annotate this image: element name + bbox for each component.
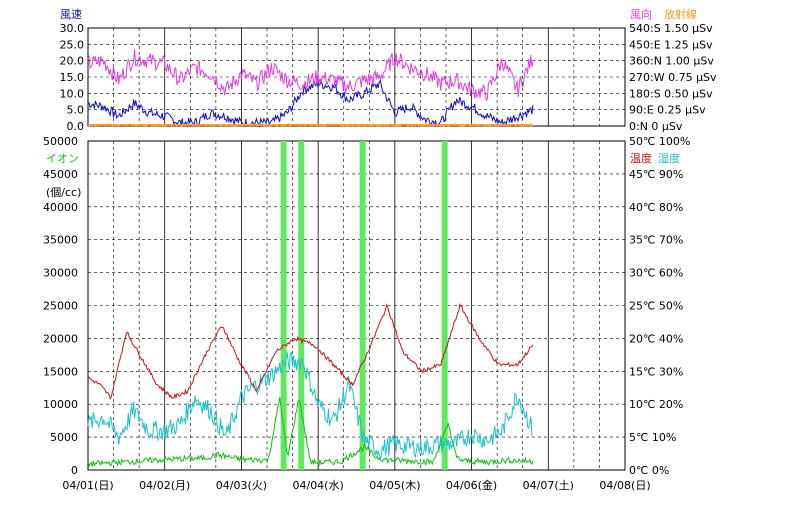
bottom-left-tick: 35000 [43, 234, 78, 247]
bottom-left-tick: 30000 [43, 267, 78, 280]
bottom-left-tick: 10000 [43, 398, 78, 411]
bottom-frame [87, 140, 626, 471]
x-tick: 04/08(日) [599, 479, 650, 492]
bottom-left-axis-label: イオン [46, 152, 79, 165]
bottom-left-tick: 15000 [43, 365, 78, 378]
ion-spike [298, 141, 305, 470]
bottom-left-tick: 25000 [43, 300, 78, 313]
top-left-tick: 0.0 [67, 120, 85, 133]
bottom-right-tick: 25℃ 50% [629, 300, 683, 313]
bottom-right-tick: 20℃ 40% [629, 332, 683, 345]
top-right-radiation-label: 放射線 [664, 7, 697, 21]
top-right-direction-label: 風向 [630, 7, 652, 21]
bottom-left-tick: 40000 [43, 201, 78, 214]
x-tick: 04/07(土) [523, 479, 574, 492]
x-tick: 04/03(火) [216, 479, 267, 492]
bottom-right-tick: 0℃ 0% [629, 464, 669, 477]
top-left-tick: 5.0 [67, 104, 85, 117]
top-left-tick: 15.0 [60, 71, 85, 84]
bottom-right-tick: 35℃ 70% [629, 234, 683, 247]
top-right-tick: 0:N 0 μSv [629, 120, 683, 133]
top-right-tick: 270:W 0.75 μSv [629, 71, 717, 84]
bottom-right-tick: 5℃ 10% [629, 431, 676, 444]
top-left-tick: 10.0 [60, 87, 85, 100]
top-left-tick: 30.0 [60, 22, 85, 35]
x-tick: 04/04(水) [292, 479, 343, 492]
top-panel-grid [87, 27, 626, 127]
ion-spike [441, 141, 448, 470]
bottom-series-group [87, 141, 534, 470]
top-right-tick: 180:S 0.50 μSv [629, 87, 713, 100]
ion-spike [280, 141, 287, 470]
bottom-left-tick: 5000 [50, 431, 78, 444]
temperature-line [87, 302, 534, 400]
bottom-panel-grid [87, 140, 626, 471]
x-tick: 04/06(金) [446, 478, 497, 492]
x-tick: 04/02(月) [139, 479, 190, 492]
bottom-right-tick: 15℃ 30% [629, 365, 683, 378]
bottom-left-unit: (個/cc) [46, 186, 81, 199]
top-left-tick: 20.0 [60, 55, 85, 68]
top-left-tick: 25.0 [60, 38, 85, 51]
top-right-tick: 90:E 0.25 μSv [629, 104, 706, 117]
top-series-1 [87, 49, 534, 102]
top-right-tick: 450:E 1.25 μSv [629, 38, 713, 51]
top-right-tick: 360:N 1.00 μSv [629, 55, 714, 68]
bottom-left-tick: 0 [71, 464, 78, 477]
bottom-left-tick: 20000 [43, 332, 78, 345]
top-left-axis-label: 風速 [60, 8, 82, 21]
humidity-label: 湿度 [658, 151, 680, 165]
bottom-right-tick: 50℃ 100% [629, 135, 690, 148]
top-right-tick: 540:S 1.50 μSv [629, 22, 713, 35]
ion-line [87, 397, 534, 468]
bottom-right-tick: 30℃ 60% [629, 267, 683, 280]
top-series-group [87, 49, 534, 128]
x-tick: 04/05(木) [369, 479, 420, 492]
x-tick: 04/01(日) [62, 479, 113, 492]
bottom-right-tick: 40℃ 80% [629, 201, 683, 214]
top-series-0 [87, 78, 534, 128]
bottom-right-tick: 45℃ 90% [629, 168, 683, 181]
ion-spike [359, 141, 366, 470]
bottom-right-tick: 10℃ 20% [629, 398, 683, 411]
bottom-left-tick: 50000 [43, 135, 78, 148]
humidity-line [87, 351, 534, 460]
top-series-2 [87, 123, 533, 127]
top-frame [87, 27, 626, 127]
temperature-label: 温度 [630, 151, 652, 165]
bottom-left-tick: 45000 [43, 168, 78, 181]
